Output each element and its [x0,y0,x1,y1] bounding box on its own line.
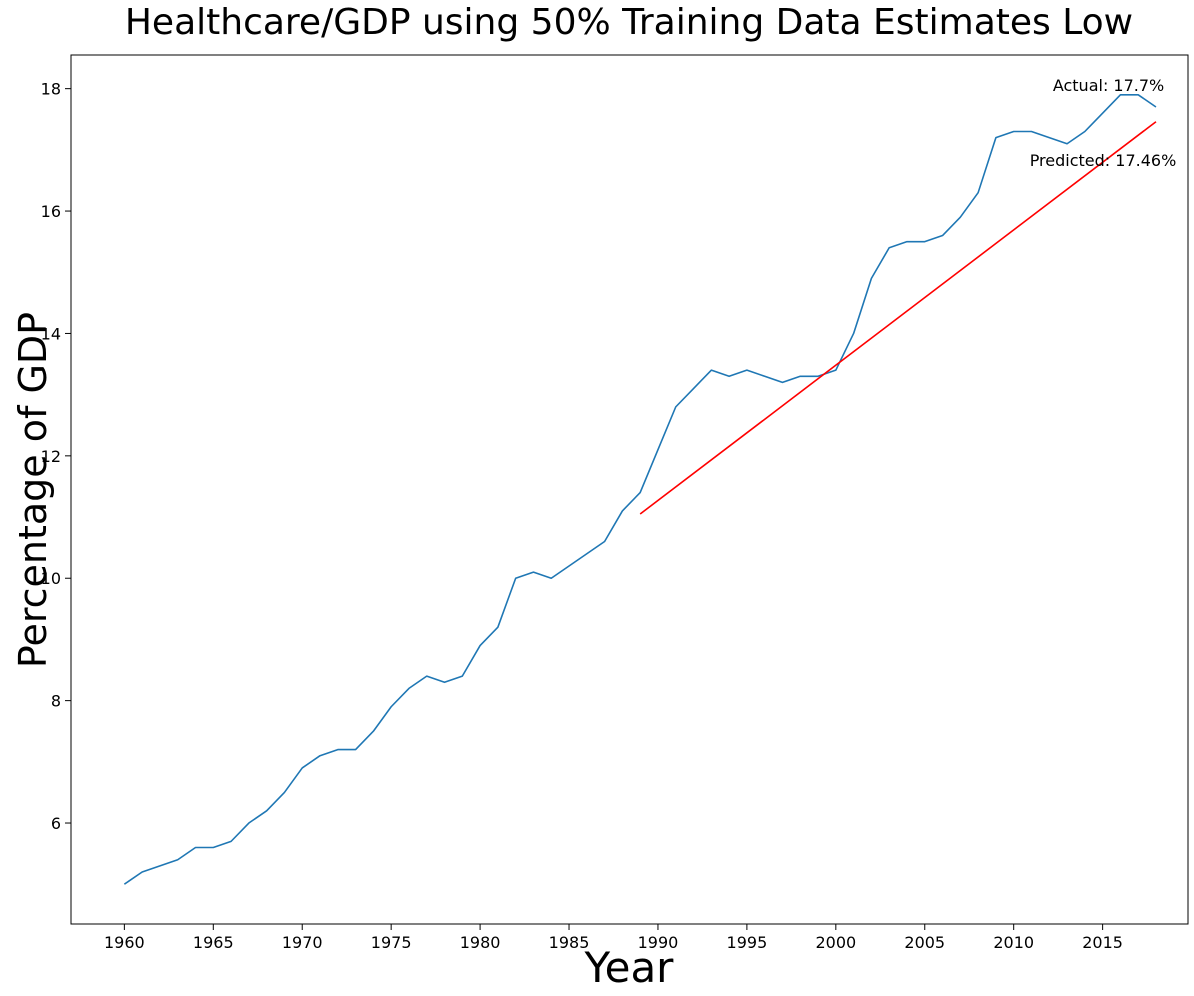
chart-title: Healthcare/GDP using 50% Training Data E… [125,2,1133,43]
y-tick-label: 18 [41,80,61,99]
x-tick-label: 1985 [549,933,590,952]
y-tick-label: 8 [51,692,61,711]
x-tick-label: 2010 [993,933,1034,952]
x-tick-label: 1990 [638,933,679,952]
x-tick-label: 2015 [1082,933,1123,952]
x-axis-label: Year [584,943,675,992]
y-axis-label: Percentage of GDP [11,312,55,668]
annotation-label: Predicted: 17.46% [1030,151,1177,170]
x-tick-label: 1965 [193,933,234,952]
x-tick-label: 2005 [904,933,945,952]
y-tick-label: 10 [41,569,61,588]
x-tick-label: 1995 [727,933,768,952]
y-tick-label: 16 [41,202,61,221]
predicted-series-line [639,121,1157,515]
x-tick-label: 1960 [104,933,145,952]
x-tick-label: 1975 [371,933,412,952]
annotation-label: Actual: 17.7% [1053,76,1164,95]
x-axis: 1960 1965 1970 1975 1980 1985 1990 1995 2000 2005… [104,924,1123,952]
y-tick-label: 14 [41,324,61,343]
annotation-layer: Actual: 17.7% Predicted: 17.46% [1030,76,1177,170]
y-tick-label: 12 [41,447,61,466]
y-axis: 6 8 10 12 14 16 18 [41,80,71,833]
y-tick-label: 6 [51,814,61,833]
x-tick-label: 1980 [460,933,501,952]
x-tick-label: 2000 [815,933,856,952]
x-tick-label: 1970 [282,933,323,952]
series-layer [123,93,1157,885]
plot-area [70,54,1189,925]
plot-frame [70,54,1189,925]
actual-series-line [123,93,1157,885]
